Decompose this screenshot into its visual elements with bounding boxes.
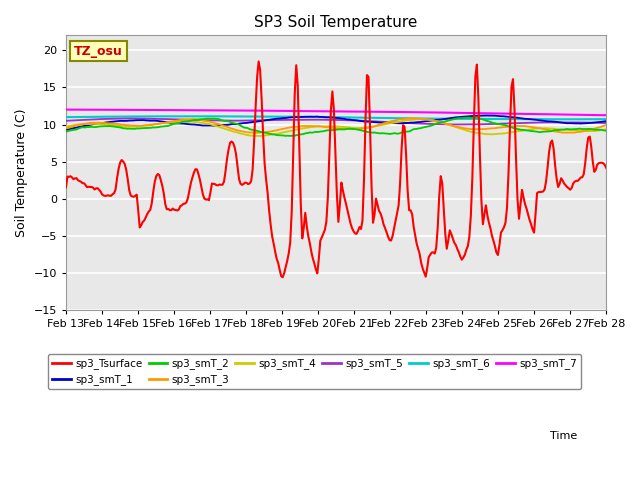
Text: TZ_osu: TZ_osu bbox=[74, 45, 123, 58]
Title: SP3 Soil Temperature: SP3 Soil Temperature bbox=[255, 15, 418, 30]
Legend: sp3_Tsurface, sp3_smT_1, sp3_smT_2, sp3_smT_3, sp3_smT_4, sp3_smT_5, sp3_smT_6, : sp3_Tsurface, sp3_smT_1, sp3_smT_2, sp3_… bbox=[48, 354, 581, 389]
Text: Time: Time bbox=[550, 431, 577, 441]
Y-axis label: Soil Temperature (C): Soil Temperature (C) bbox=[15, 108, 28, 237]
